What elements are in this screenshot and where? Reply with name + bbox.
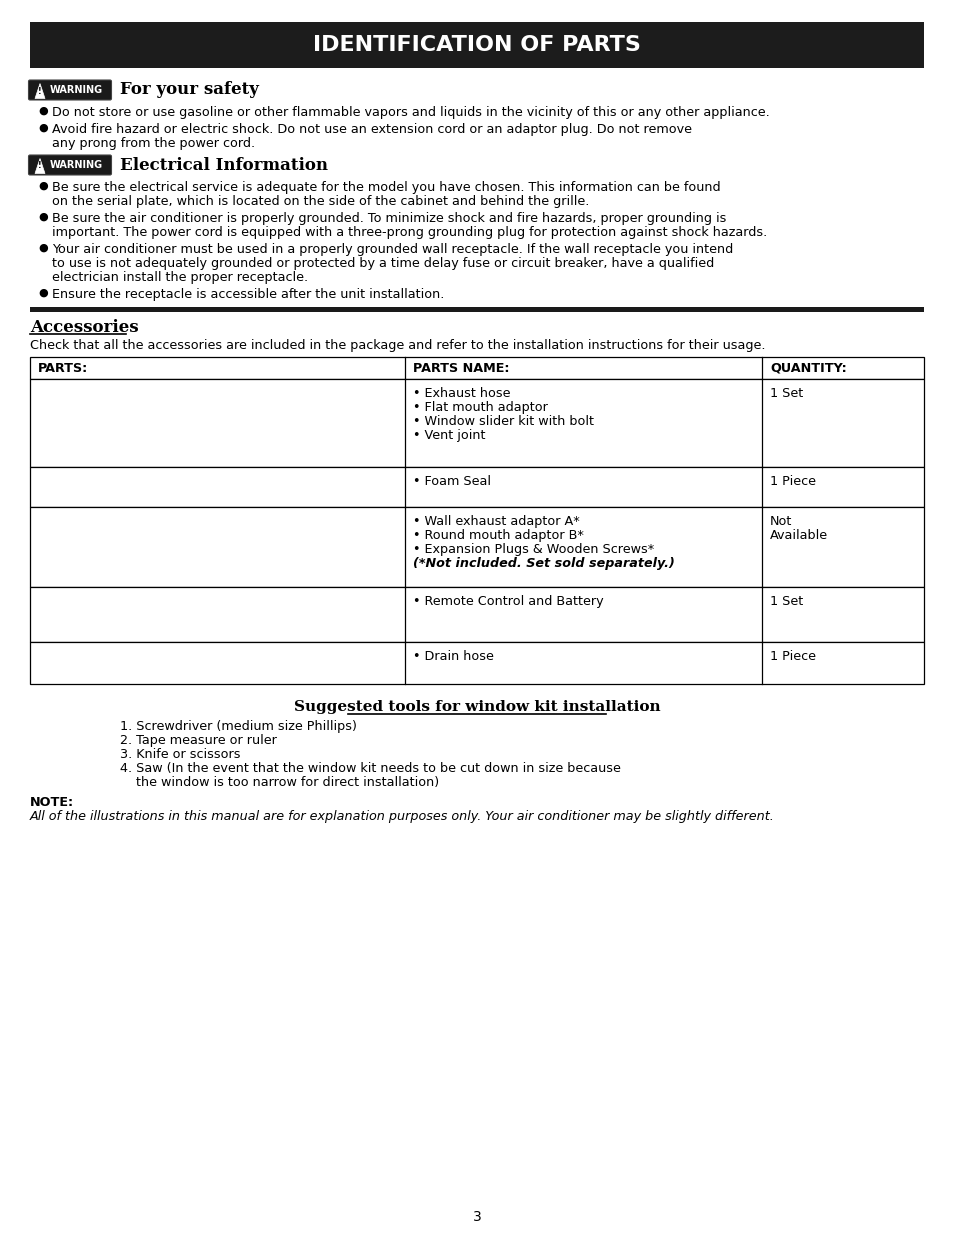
Text: ●: ●	[38, 106, 48, 116]
Text: NOTE:: NOTE:	[30, 797, 74, 809]
Text: Ensure the receptacle is accessible after the unit installation.: Ensure the receptacle is accessible afte…	[52, 288, 444, 301]
Text: Suggested tools for window kit installation: Suggested tools for window kit installat…	[294, 700, 659, 714]
Text: • Exhaust hose: • Exhaust hose	[413, 387, 510, 400]
Text: Be sure the electrical service is adequate for the model you have chosen. This i: Be sure the electrical service is adequa…	[52, 182, 720, 194]
Text: • Window slider kit with bolt: • Window slider kit with bolt	[413, 415, 594, 429]
Text: • Wall exhaust adaptor A*: • Wall exhaust adaptor A*	[413, 515, 579, 529]
Text: PARTS:: PARTS:	[38, 362, 89, 374]
FancyBboxPatch shape	[29, 80, 112, 100]
Text: the window is too narrow for direct installation): the window is too narrow for direct inst…	[120, 776, 438, 789]
Text: ●: ●	[38, 212, 48, 222]
Text: 3: 3	[472, 1210, 481, 1224]
Text: 1 Piece: 1 Piece	[769, 650, 815, 663]
Text: any prong from the power cord.: any prong from the power cord.	[52, 137, 254, 149]
Text: 1 Piece: 1 Piece	[769, 475, 815, 488]
Bar	[30, 642, 923, 684]
Text: 1 Set: 1 Set	[769, 595, 802, 608]
Text: WARNING: WARNING	[50, 161, 103, 170]
Text: QUANTITY:: QUANTITY:	[769, 362, 846, 374]
Bar	[30, 508, 923, 587]
Text: PARTS NAME:: PARTS NAME:	[413, 362, 509, 374]
Text: to use is not adequately grounded or protected by a time delay fuse or circuit b: to use is not adequately grounded or pro…	[52, 257, 714, 270]
Text: !: !	[38, 86, 42, 95]
Text: • Round mouth adaptor B*: • Round mouth adaptor B*	[413, 529, 583, 542]
Text: For your safety: For your safety	[120, 82, 258, 99]
Text: important. The power cord is equipped with a three-prong grounding plug for prot: important. The power cord is equipped wi…	[52, 226, 766, 240]
Bar	[30, 587, 923, 642]
Text: • Foam Seal: • Foam Seal	[413, 475, 491, 488]
Text: IDENTIFICATION OF PARTS: IDENTIFICATION OF PARTS	[313, 35, 640, 56]
Text: • Remote Control and Battery: • Remote Control and Battery	[413, 595, 603, 608]
Text: ●: ●	[38, 182, 48, 191]
Text: Be sure the air conditioner is properly grounded. To minimize shock and fire haz: Be sure the air conditioner is properly …	[52, 212, 725, 225]
FancyBboxPatch shape	[29, 156, 112, 175]
Text: 1. Screwdriver (medium size Phillips): 1. Screwdriver (medium size Phillips)	[120, 720, 356, 734]
Bar	[30, 22, 923, 68]
Bar	[30, 308, 923, 312]
Text: All of the illustrations in this manual are for explanation purposes only. Your : All of the illustrations in this manual …	[30, 810, 774, 823]
Text: 1 Set: 1 Set	[769, 387, 802, 400]
Polygon shape	[35, 84, 45, 99]
Text: 4. Saw (In the event that the window kit needs to be cut down in size because: 4. Saw (In the event that the window kit…	[120, 762, 620, 776]
Text: Your air conditioner must be used in a properly grounded wall receptacle. If the: Your air conditioner must be used in a p…	[52, 243, 733, 256]
Text: • Flat mouth adaptor: • Flat mouth adaptor	[413, 401, 547, 414]
Text: Not: Not	[769, 515, 792, 529]
Text: ●: ●	[38, 243, 48, 253]
Text: ●: ●	[38, 124, 48, 133]
Text: Check that all the accessories are included in the package and refer to the inst: Check that all the accessories are inclu…	[30, 338, 764, 352]
Text: • Drain hose: • Drain hose	[413, 650, 494, 663]
Text: electrician install the proper receptacle.: electrician install the proper receptacl…	[52, 270, 308, 284]
Bar	[30, 357, 923, 379]
Text: Electrical Information: Electrical Information	[120, 157, 328, 173]
Text: Accessories: Accessories	[30, 319, 138, 336]
Text: Avoid fire hazard or electric shock. Do not use an extension cord or an adaptor : Avoid fire hazard or electric shock. Do …	[52, 124, 691, 136]
Text: • Expansion Plugs & Wooden Screws*: • Expansion Plugs & Wooden Screws*	[413, 543, 654, 556]
Text: 2. Tape measure or ruler: 2. Tape measure or ruler	[120, 734, 276, 747]
Text: (*Not included. Set sold separately.): (*Not included. Set sold separately.)	[413, 557, 674, 571]
Bar	[30, 467, 923, 508]
Text: • Vent joint: • Vent joint	[413, 429, 485, 442]
Text: on the serial plate, which is located on the side of the cabinet and behind the : on the serial plate, which is located on…	[52, 195, 589, 207]
Bar	[30, 379, 923, 467]
Text: Available: Available	[769, 529, 827, 542]
Text: WARNING: WARNING	[50, 85, 103, 95]
Polygon shape	[35, 158, 45, 173]
Text: 3. Knife or scissors: 3. Knife or scissors	[120, 748, 240, 761]
Text: ●: ●	[38, 288, 48, 298]
Text: !: !	[38, 162, 42, 170]
Text: Do not store or use gasoline or other flammable vapors and liquids in the vicini: Do not store or use gasoline or other fl…	[52, 106, 769, 119]
